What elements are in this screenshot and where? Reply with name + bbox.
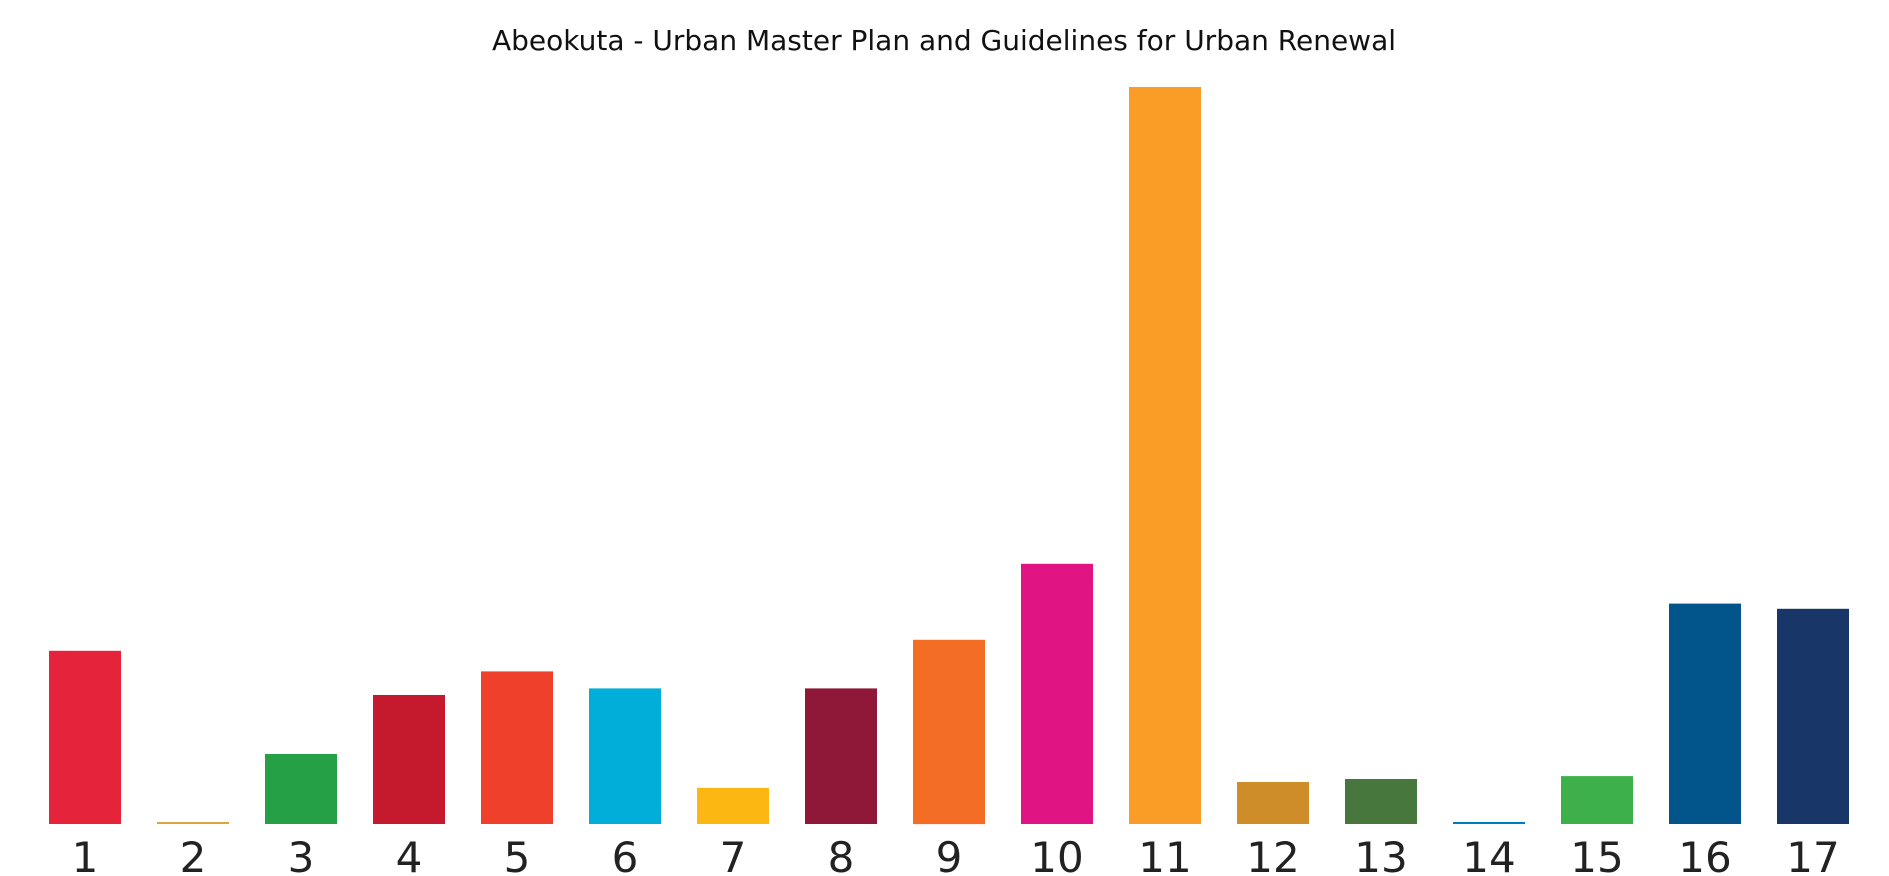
x-tick-label-7: 7 bbox=[720, 833, 747, 876]
x-tick-label-16: 16 bbox=[1678, 833, 1731, 876]
x-tick-label-14: 14 bbox=[1462, 833, 1515, 876]
x-tick-label-9: 9 bbox=[936, 833, 963, 876]
x-tick-label-8: 8 bbox=[828, 833, 855, 876]
bar-4 bbox=[373, 695, 445, 824]
bar-14 bbox=[1453, 822, 1525, 824]
x-tick-label-11: 11 bbox=[1138, 833, 1191, 876]
bar-12 bbox=[1237, 782, 1309, 824]
x-tick-label-10: 10 bbox=[1030, 833, 1083, 876]
x-tick-label-4: 4 bbox=[396, 833, 423, 876]
x-tick-label-17: 17 bbox=[1786, 833, 1839, 876]
x-tick-label-6: 6 bbox=[612, 833, 639, 876]
bars-group bbox=[49, 87, 1849, 825]
bar-15 bbox=[1561, 776, 1633, 824]
bar-7 bbox=[697, 787, 769, 824]
bar-2 bbox=[157, 822, 229, 824]
bar-13 bbox=[1345, 779, 1417, 824]
bar-16 bbox=[1669, 603, 1741, 824]
bar-9 bbox=[913, 639, 985, 825]
x-tick-label-1: 1 bbox=[72, 833, 99, 876]
x-tick-label-12: 12 bbox=[1246, 833, 1299, 876]
x-tick-label-5: 5 bbox=[504, 833, 531, 876]
bar-11 bbox=[1129, 87, 1201, 824]
x-tick-labels: 1 2 3 4 5 6 7 8 9 10 11 12 13 14 15 16 17 bbox=[72, 833, 1840, 876]
bar-10 bbox=[1021, 563, 1093, 824]
bar-1 bbox=[49, 650, 121, 824]
bar-5 bbox=[481, 671, 553, 824]
bar-17 bbox=[1777, 608, 1849, 824]
x-tick-label-13: 13 bbox=[1354, 833, 1407, 876]
x-tick-label-2: 2 bbox=[180, 833, 207, 876]
bar-8 bbox=[805, 688, 877, 824]
chart-title: Abeokuta - Urban Master Plan and Guideli… bbox=[492, 24, 1396, 57]
x-tick-label-15: 15 bbox=[1570, 833, 1623, 876]
bar-3 bbox=[265, 754, 337, 824]
bar-6 bbox=[589, 688, 661, 824]
x-tick-label-3: 3 bbox=[288, 833, 315, 876]
